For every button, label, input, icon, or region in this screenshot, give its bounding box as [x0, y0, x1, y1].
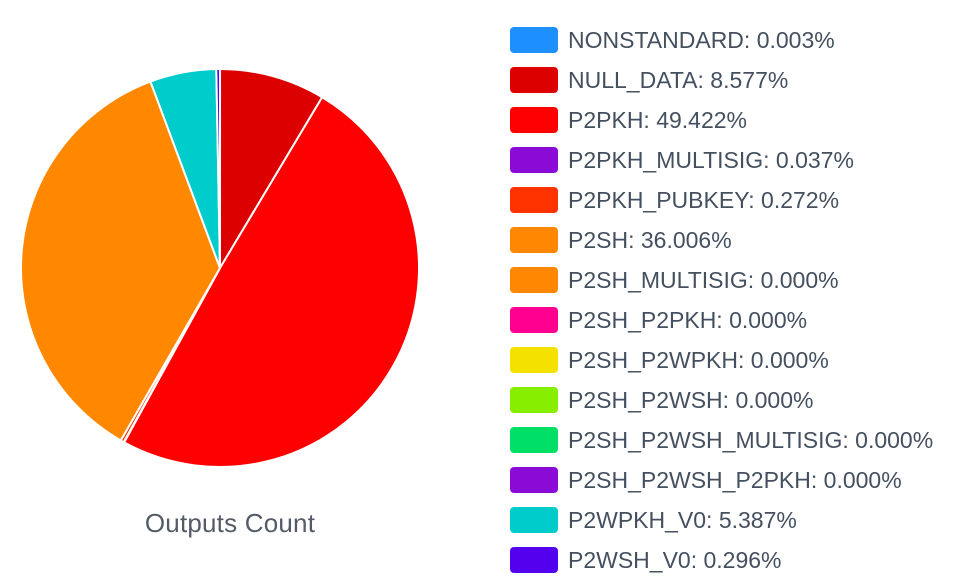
legend-swatch-p2pkh-multisig — [510, 147, 558, 173]
legend-label-p2sh-multisig: P2SH_MULTISIG: 0.000% — [568, 266, 839, 293]
legend-label-null-data: NULL_DATA: 8.577% — [568, 66, 789, 93]
legend-swatch-p2wpkh-v0 — [510, 507, 558, 533]
legend-item-p2sh-p2wsh[interactable]: P2SH_P2WSH: 0.000% — [510, 380, 960, 420]
legend-item-p2wpkh-v0[interactable]: P2WPKH_V0: 5.387% — [510, 500, 960, 540]
legend-item-p2sh-p2wsh-multisig[interactable]: P2SH_P2WSH_MULTISIG: 0.000% — [510, 420, 960, 460]
legend-swatch-p2pkh-pubkey — [510, 187, 558, 213]
legend-swatch-p2wsh-v0 — [510, 547, 558, 573]
legend-swatch-p2sh-p2wsh — [510, 387, 558, 413]
legend-swatch-p2sh-p2pkh — [510, 307, 558, 333]
legend-item-p2sh-p2pkh[interactable]: P2SH_P2PKH: 0.000% — [510, 300, 960, 340]
legend-swatch-p2sh-p2wsh-multisig — [510, 427, 558, 453]
legend-label-p2sh-p2wsh-multisig: P2SH_P2WSH_MULTISIG: 0.000% — [568, 426, 934, 453]
legend-label-p2sh-p2wpkh: P2SH_P2WPKH: 0.000% — [568, 346, 829, 373]
pie-chart — [20, 67, 420, 468]
legend-label-p2sh: P2SH: 36.006% — [568, 226, 732, 253]
legend-label-p2pkh-multisig: P2PKH_MULTISIG: 0.037% — [568, 146, 854, 173]
legend-label-p2pkh-pubkey: P2PKH_PUBKEY: 0.272% — [568, 186, 840, 213]
legend-label-nonstandard: NONSTANDARD: 0.003% — [568, 26, 835, 53]
legend-item-p2sh-multisig[interactable]: P2SH_MULTISIG: 0.000% — [510, 260, 960, 300]
pie-slice-p2sh[interactable] — [20, 80, 221, 442]
legend-item-p2sh[interactable]: P2SH: 36.006% — [510, 220, 960, 260]
pie-slice-p2wsh-v0[interactable] — [215, 68, 221, 269]
legend-item-nonstandard[interactable]: NONSTANDARD: 0.003% — [510, 20, 960, 60]
legend-swatch-nonstandard — [510, 27, 558, 53]
pie-slice-p2pkh[interactable] — [123, 96, 420, 468]
legend-label-p2wsh-v0: P2WSH_V0: 0.296% — [568, 546, 782, 573]
legend-item-p2sh-p2wsh-p2pkh[interactable]: P2SH_P2WSH_P2PKH: 0.000% — [510, 460, 960, 500]
legend-item-p2pkh-pubkey[interactable]: P2PKH_PUBKEY: 0.272% — [510, 180, 960, 220]
legend-swatch-null-data — [510, 67, 558, 93]
legend-item-p2pkh[interactable]: P2PKH: 49.422% — [510, 100, 960, 140]
legend-label-p2sh-p2wsh-p2pkh: P2SH_P2WSH_P2PKH: 0.000% — [568, 466, 902, 493]
chart-legend: NONSTANDARD: 0.003% NULL_DATA: 8.577% P2… — [510, 20, 960, 580]
legend-item-p2pkh-multisig[interactable]: P2PKH_MULTISIG: 0.037% — [510, 140, 960, 180]
legend-item-p2wsh-v0[interactable]: P2WSH_V0: 0.296% — [510, 540, 960, 580]
legend-swatch-p2sh-p2wsh-p2pkh — [510, 467, 558, 493]
chart-title: Outputs Count — [144, 508, 316, 538]
legend-swatch-p2sh-p2wpkh — [510, 347, 558, 373]
legend-label-p2sh-p2pkh: P2SH_P2PKH: 0.000% — [568, 306, 808, 333]
legend-label-p2sh-p2wsh: P2SH_P2WSH: 0.000% — [568, 386, 814, 413]
legend-swatch-p2pkh — [510, 107, 558, 133]
legend-label-p2pkh: P2PKH: 49.422% — [568, 106, 748, 133]
legend-swatch-p2sh-multisig — [510, 267, 558, 293]
pie-slice-null-data[interactable] — [219, 68, 324, 269]
legend-item-p2sh-p2wpkh[interactable]: P2SH_P2WPKH: 0.000% — [510, 340, 960, 380]
legend-label-p2wpkh-v0: P2WPKH_V0: 5.387% — [568, 506, 797, 533]
legend-swatch-p2sh — [510, 227, 558, 253]
legend-item-null-data[interactable]: NULL_DATA: 8.577% — [510, 60, 960, 100]
